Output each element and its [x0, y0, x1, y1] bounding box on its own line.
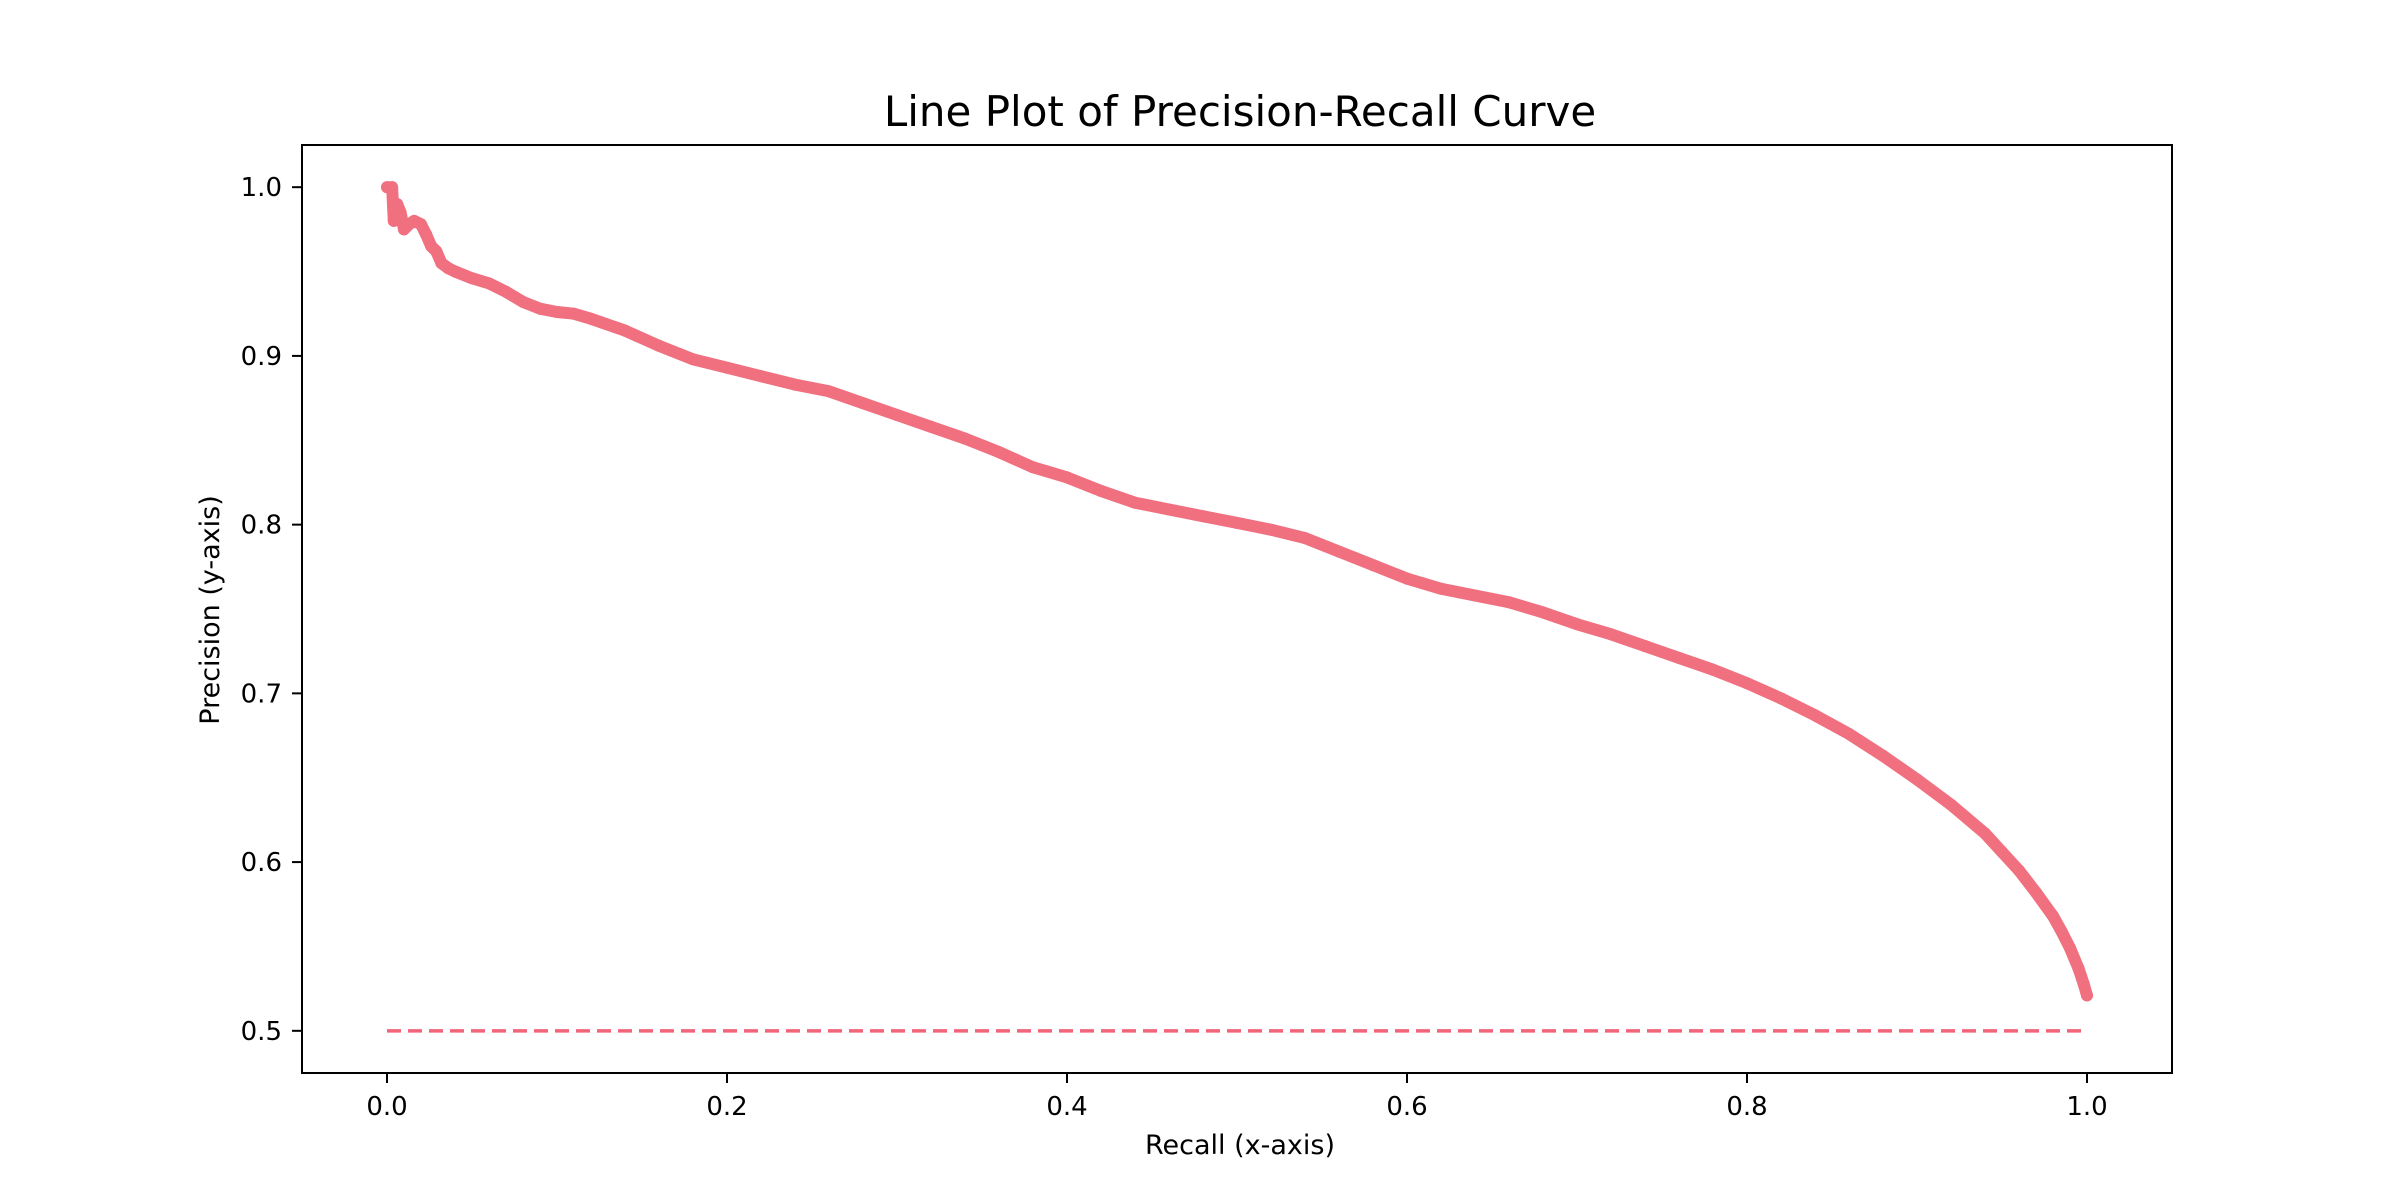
curve-point [2077, 977, 2090, 990]
curve-point [755, 370, 767, 383]
curve-point [789, 378, 801, 391]
curve-point [1537, 606, 1549, 619]
curve-point [2072, 962, 2085, 975]
x-axis: 0.0 0.2 0.4 0.6 0.8 1.0 [366, 1073, 2108, 1122]
curve-point [1129, 496, 1141, 509]
chart-title: Line Plot of Precision-Recall Curve [884, 87, 1596, 136]
curve-point [1673, 651, 1685, 664]
curve-point [2030, 886, 2042, 899]
curve-point [1877, 749, 1889, 762]
curve-point [2047, 910, 2059, 923]
y-tick-label: 0.6 [241, 848, 282, 878]
plot-area [381, 181, 2093, 1033]
x-tick-label: 1.0 [2066, 1092, 2107, 1122]
curve-point [568, 307, 580, 320]
curve-point [1979, 827, 1991, 840]
curve-point [823, 385, 835, 398]
curve-point [1996, 845, 2008, 858]
curve-point [585, 312, 597, 325]
curve-point [1809, 709, 1821, 722]
y-axis-label: Precision (y-axis) [195, 495, 226, 724]
x-tick-label: 0.0 [366, 1092, 407, 1122]
curve-point [1299, 532, 1311, 545]
curve-point [534, 302, 546, 315]
curve-point [1775, 692, 1787, 705]
curve-point [1503, 596, 1515, 609]
curve-point [1061, 471, 1073, 484]
curve-point [1605, 628, 1617, 641]
x-axis-label: Recall (x-axis) [1145, 1130, 1335, 1161]
curve-point [2064, 942, 2076, 955]
curve-point [687, 353, 699, 366]
curve-point [500, 285, 512, 298]
curve-point [517, 295, 529, 308]
curve-point [1469, 589, 1481, 602]
curve-point [1163, 503, 1175, 516]
curve-point [1401, 572, 1413, 585]
curve-point [1911, 773, 1923, 786]
curve-point [1265, 523, 1277, 536]
y-tick-label: 0.9 [241, 342, 282, 372]
curve-point [1231, 516, 1243, 529]
curve-point [466, 272, 478, 285]
curve-point [420, 228, 433, 241]
y-tick-label: 1.0 [241, 173, 282, 203]
curve-point [386, 181, 399, 194]
curve-point [857, 397, 869, 410]
curve-point [2055, 925, 2068, 938]
x-tick-label: 0.8 [1726, 1092, 1767, 1122]
curve-point [2013, 864, 2025, 877]
curve-point [1843, 727, 1855, 740]
curve-point [1367, 559, 1379, 572]
y-axis: 0.5 0.6 0.7 0.8 0.9 1.0 [241, 173, 302, 1047]
curve-point [993, 446, 1005, 459]
x-tick-label: 0.2 [706, 1092, 747, 1122]
curve-point [619, 324, 631, 337]
x-tick-label: 0.6 [1386, 1092, 1427, 1122]
curve-point [394, 206, 407, 219]
curve-point [1095, 484, 1107, 497]
curve-point [1741, 677, 1753, 690]
curve-point [721, 361, 733, 374]
y-tick-label: 0.8 [241, 511, 282, 541]
curve-point [1571, 618, 1583, 631]
curve-point [551, 306, 563, 319]
curve-point [430, 245, 443, 258]
curve-point [483, 277, 495, 290]
curve-point [1707, 663, 1719, 676]
curve-point [415, 218, 427, 231]
x-tick-label: 0.4 [1046, 1092, 1087, 1122]
curve-point [1333, 545, 1345, 558]
curve-point [387, 214, 400, 227]
axes-frame [301, 144, 2173, 1074]
y-tick-label: 0.5 [241, 1017, 282, 1047]
curve-point [653, 339, 665, 352]
curve-point [1435, 582, 1447, 595]
curve-point [891, 408, 903, 421]
curve-point [1639, 640, 1651, 653]
curve-point [1027, 461, 1039, 474]
curve-point [959, 432, 971, 445]
curve-point [1197, 510, 1209, 523]
curve-point [449, 265, 461, 278]
curve-point [925, 420, 937, 433]
y-tick-label: 0.7 [241, 679, 282, 709]
curve-point [2081, 989, 2093, 1002]
curve-point [1945, 798, 1957, 811]
